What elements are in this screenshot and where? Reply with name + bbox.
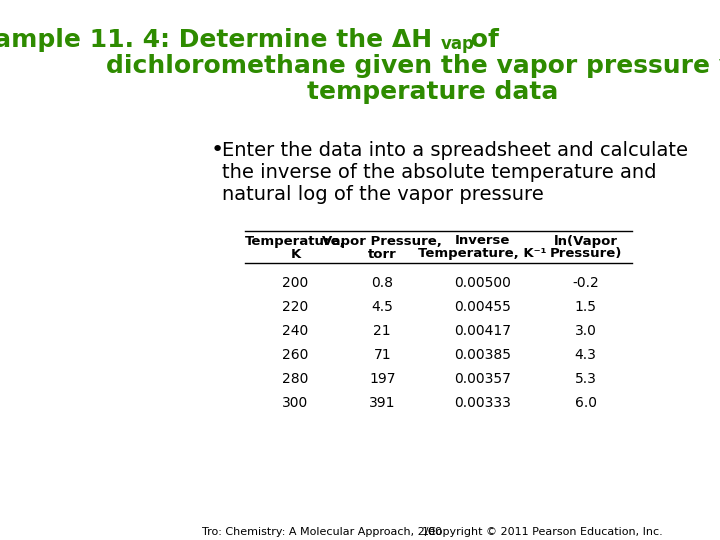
Text: 1.5: 1.5 (575, 300, 597, 314)
Text: 0.00500: 0.00500 (454, 276, 510, 290)
Text: Copyright © 2011 Pearson Education, Inc.: Copyright © 2011 Pearson Education, Inc. (428, 527, 662, 537)
Text: 0.00385: 0.00385 (454, 348, 510, 362)
Text: 200: 200 (282, 276, 309, 290)
Text: ln(Vapor: ln(Vapor (554, 234, 618, 247)
Text: 100: 100 (422, 527, 443, 537)
Text: natural log of the vapor pressure: natural log of the vapor pressure (222, 185, 544, 204)
Text: Inverse: Inverse (454, 234, 510, 247)
Text: 260: 260 (282, 348, 309, 362)
Text: Example 11. 4: Determine the ΔH: Example 11. 4: Determine the ΔH (0, 28, 432, 52)
Text: •: • (211, 140, 224, 160)
Text: 240: 240 (282, 324, 309, 338)
Text: 391: 391 (369, 396, 395, 410)
Text: Vapor Pressure,: Vapor Pressure, (323, 234, 442, 247)
Text: 197: 197 (369, 372, 395, 386)
Text: 280: 280 (282, 372, 309, 386)
Text: K: K (290, 247, 301, 260)
Text: the inverse of the absolute temperature and: the inverse of the absolute temperature … (222, 163, 657, 181)
Text: 6.0: 6.0 (575, 396, 597, 410)
Text: 71: 71 (374, 348, 391, 362)
Text: vap: vap (441, 35, 474, 53)
Text: of: of (462, 28, 499, 52)
Text: temperature data: temperature data (307, 80, 558, 104)
Text: Tro: Chemistry: A Molecular Approach, 2/e: Tro: Chemistry: A Molecular Approach, 2/… (202, 527, 436, 537)
Text: Temperature, K⁻¹: Temperature, K⁻¹ (418, 247, 546, 260)
Text: 0.00417: 0.00417 (454, 324, 510, 338)
Text: 4.5: 4.5 (372, 300, 393, 314)
Text: Temperature,: Temperature, (245, 234, 346, 247)
Text: 0.00333: 0.00333 (454, 396, 510, 410)
Text: 3.0: 3.0 (575, 324, 597, 338)
Text: torr: torr (368, 247, 397, 260)
Text: 0.8: 0.8 (372, 276, 393, 290)
Text: 0.00455: 0.00455 (454, 300, 510, 314)
Text: 300: 300 (282, 396, 309, 410)
Text: 4.3: 4.3 (575, 348, 597, 362)
Text: -0.2: -0.2 (572, 276, 599, 290)
Text: 220: 220 (282, 300, 309, 314)
Text: 21: 21 (374, 324, 391, 338)
Text: dichloromethane given the vapor pressure vs.: dichloromethane given the vapor pressure… (106, 54, 720, 78)
Text: Enter the data into a spreadsheet and calculate: Enter the data into a spreadsheet and ca… (222, 140, 688, 159)
Text: 5.3: 5.3 (575, 372, 597, 386)
Text: Pressure): Pressure) (549, 247, 622, 260)
Text: 0.00357: 0.00357 (454, 372, 510, 386)
